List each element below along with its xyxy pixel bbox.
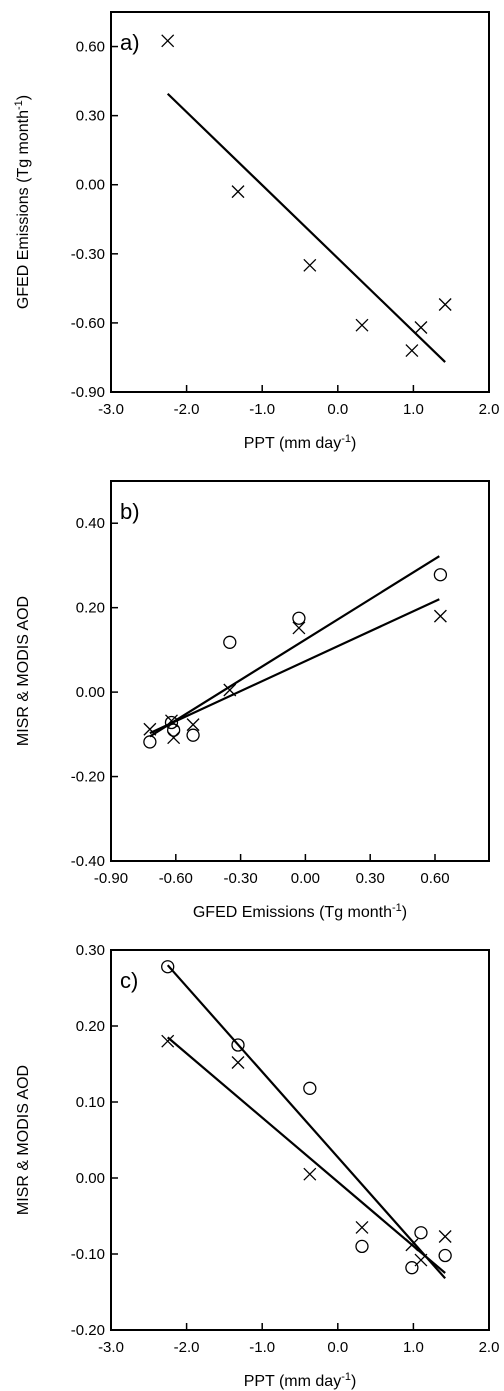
fit-line-cross <box>149 598 440 735</box>
y-tick-label: 0.20 <box>76 1018 105 1035</box>
data-point-circle <box>164 715 179 730</box>
data-point-circle <box>231 1038 245 1052</box>
data-point-cross <box>161 1034 175 1048</box>
y-tick-label: 0.60 <box>76 39 105 56</box>
y-tick-label: 0.00 <box>76 1170 105 1187</box>
y-tick-label: -0.90 <box>71 384 105 401</box>
x-tick-label: 0.30 <box>356 870 385 887</box>
y-tick-label: 0.30 <box>76 942 105 959</box>
panel-1: -3.0 -2.0 -1.0 0.0 1.0 2.0 -0.90 -0.60 -0.30 0.00… <box>13 11 500 452</box>
plot-frame <box>110 949 490 1331</box>
y-axis-title: MISR & MODIS AOD <box>15 596 32 746</box>
y-tick-label: -0.10 <box>71 1246 105 1263</box>
panel-3: -3.0 -2.0 -1.0 0.0 1.0 2.0 -0.20 -0.10 0.00 0.10 0… <box>15 942 499 1390</box>
x-tick-label: 1.0 <box>403 1339 424 1356</box>
x-tick-label: 0.0 <box>327 1339 348 1356</box>
y-tick-label: -0.30 <box>71 246 105 263</box>
x-tick-label: 2.0 <box>479 401 500 418</box>
x-tick-label: 0.60 <box>420 870 449 887</box>
x-tick-label: -1.0 <box>249 1339 275 1356</box>
x-tick-label: -3.0 <box>98 1339 124 1356</box>
x-axis-title: GFED Emissions (Tg month-1) <box>193 902 407 921</box>
data-point-cross <box>231 185 245 199</box>
y-tick-label: -0.20 <box>71 1322 105 1339</box>
fit-line-cross <box>166 1036 446 1274</box>
data-point-cross <box>303 258 317 272</box>
data-point-circle <box>303 1081 317 1095</box>
y-axis-title: MISR & MODIS AOD <box>15 1065 32 1215</box>
data-point-cross <box>292 621 306 635</box>
y-tick-label: -0.20 <box>71 769 105 786</box>
data-point-circle <box>355 1239 369 1254</box>
plot-frame <box>110 11 490 393</box>
data-point-circle <box>186 728 200 742</box>
x-axis-title: PPT (mm day-1) <box>244 433 357 452</box>
y-tick-label: 0.00 <box>76 177 105 194</box>
data-point-cross <box>438 1230 452 1243</box>
fit-line-circle <box>149 555 440 738</box>
x-tick-label: -0.30 <box>223 870 257 887</box>
x-tick-label: -0.90 <box>94 870 128 887</box>
x-axis-title: PPT (mm day-1) <box>244 1371 357 1390</box>
data-point-circle <box>414 1226 428 1240</box>
y-axis-title: GFED Emissions (Tg month-1) <box>13 95 32 309</box>
data-point-cross <box>355 318 369 332</box>
y-tick-label: -0.60 <box>71 315 105 332</box>
panel-label: b) <box>120 499 140 524</box>
data-point-circle <box>143 735 157 749</box>
data-point-cross <box>405 344 419 358</box>
x-tick-label: 0.0 <box>327 401 348 418</box>
data-point-cross <box>303 1167 317 1181</box>
x-tick-label: -2.0 <box>174 401 200 418</box>
data-point-cross <box>438 298 452 311</box>
panel-label: a) <box>120 30 140 55</box>
y-tick-label: 0.40 <box>76 515 105 532</box>
data-point-cross <box>355 1220 369 1234</box>
x-tick-label: 1.0 <box>403 401 424 418</box>
plot-frame <box>110 480 490 862</box>
x-tick-label: 2.0 <box>479 1339 500 1356</box>
panel-2: -0.90 -0.60 -0.30 0.00 0.30 0.60 -0.40 -0.20 0.0… <box>15 480 490 921</box>
y-tick-label: 0.00 <box>76 684 105 701</box>
data-point-circle <box>161 960 175 974</box>
data-point-circle <box>292 611 306 625</box>
data-point-circle <box>438 1248 452 1263</box>
data-point-cross <box>186 718 200 732</box>
fit-line-circle <box>166 964 446 1280</box>
data-point-cross <box>161 34 175 48</box>
data-point-cross <box>223 683 237 697</box>
fit-line-cross <box>166 92 446 363</box>
data-point-circle <box>166 723 181 737</box>
x-tick-label: 0.00 <box>291 870 320 887</box>
data-point-circle <box>433 568 448 582</box>
x-tick-label: -3.0 <box>98 401 124 418</box>
data-point-cross <box>405 1238 419 1252</box>
y-tick-label: 0.20 <box>76 600 105 617</box>
y-tick-label: 0.30 <box>76 108 105 125</box>
y-tick-label: -0.40 <box>71 853 105 870</box>
y-tick-label: 0.10 <box>76 1094 105 1111</box>
data-point-cross <box>433 609 447 623</box>
x-tick-label: -1.0 <box>249 401 275 418</box>
x-tick-label: -2.0 <box>174 1339 200 1356</box>
data-point-circle <box>405 1261 419 1275</box>
data-point-circle <box>223 635 237 649</box>
data-point-cross <box>231 1056 245 1069</box>
panel-label: c) <box>120 968 138 993</box>
x-tick-label: -0.60 <box>159 870 193 887</box>
data-point-cross <box>414 321 428 334</box>
